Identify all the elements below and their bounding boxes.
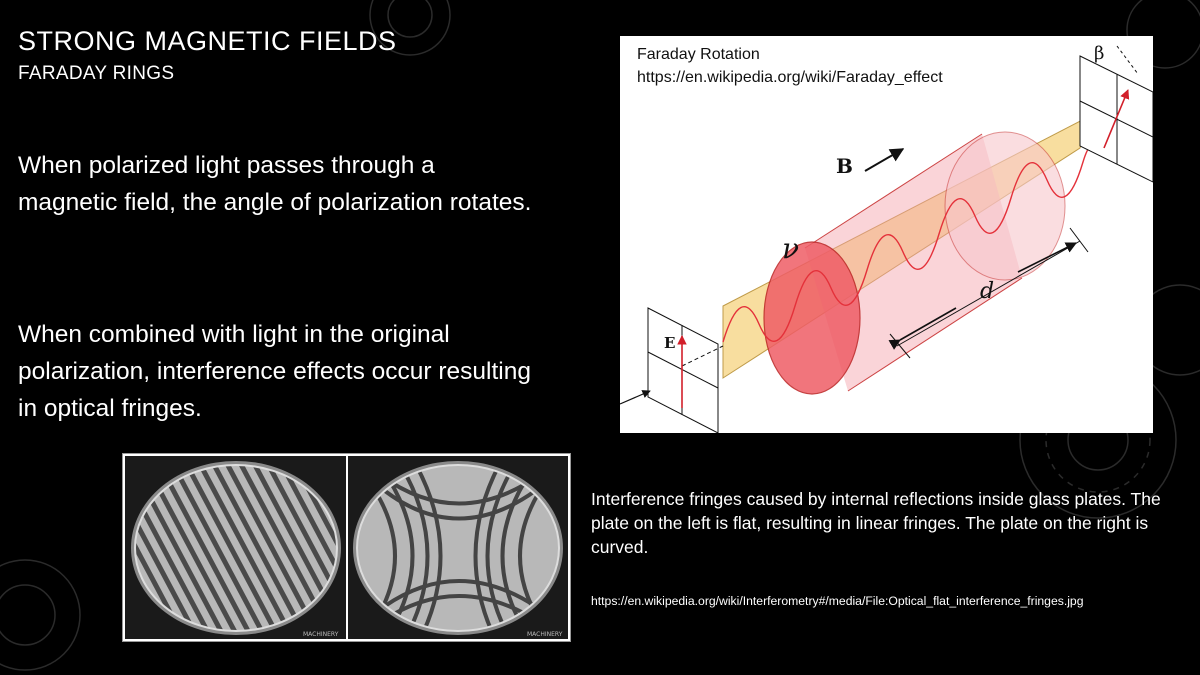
slide-subtitle: FARADAY RINGS bbox=[18, 63, 175, 84]
interference-fringes-photo: MACHINERY MACHINERY bbox=[122, 453, 571, 642]
fringe-caption: Interference fringes caused by internal … bbox=[591, 489, 1161, 557]
fringe-source-link[interactable]: https://en.wikipedia.org/wiki/Interferom… bbox=[591, 594, 1084, 608]
body-paragraph-polarization: When polarized light passes through a ma… bbox=[18, 152, 532, 216]
e-field-label: E bbox=[664, 334, 675, 352]
watermark-right: MACHINERY bbox=[527, 631, 563, 638]
body-paragraph-interference: When combined with light in the original… bbox=[18, 321, 531, 422]
frequency-label: ν bbox=[782, 232, 799, 265]
incoming-ray bbox=[620, 390, 651, 405]
polarization-wave bbox=[722, 143, 1102, 343]
diagram-caption-title: Faraday Rotation bbox=[637, 46, 760, 63]
magnetic-field-cylinder bbox=[763, 131, 1066, 395]
b-field-arrow bbox=[864, 148, 905, 172]
length-label: d bbox=[980, 279, 994, 304]
length-dimension bbox=[896, 240, 1081, 347]
faraday-rotation-diagram: E B ν d β Faraday Rotation https://en.wi… bbox=[620, 36, 1153, 433]
slide-title: STRONG MAGNETIC FIELDS bbox=[18, 26, 397, 56]
rotated-e-arrow bbox=[1103, 89, 1130, 149]
faraday-diagram-graphic: E B ν d β bbox=[620, 43, 1153, 433]
watermark-left: MACHINERY bbox=[303, 631, 339, 638]
fringe-photo-graphic: MACHINERY MACHINERY bbox=[125, 456, 568, 639]
rotation-angle-label: β bbox=[1094, 43, 1104, 64]
input-polarizer bbox=[647, 307, 719, 433]
diagram-caption-url[interactable]: https://en.wikipedia.org/wiki/Faraday_ef… bbox=[637, 69, 943, 86]
b-field-label: B bbox=[836, 154, 853, 178]
diagram-caption: Faraday Rotation https://en.wikipedia.or… bbox=[637, 43, 943, 89]
